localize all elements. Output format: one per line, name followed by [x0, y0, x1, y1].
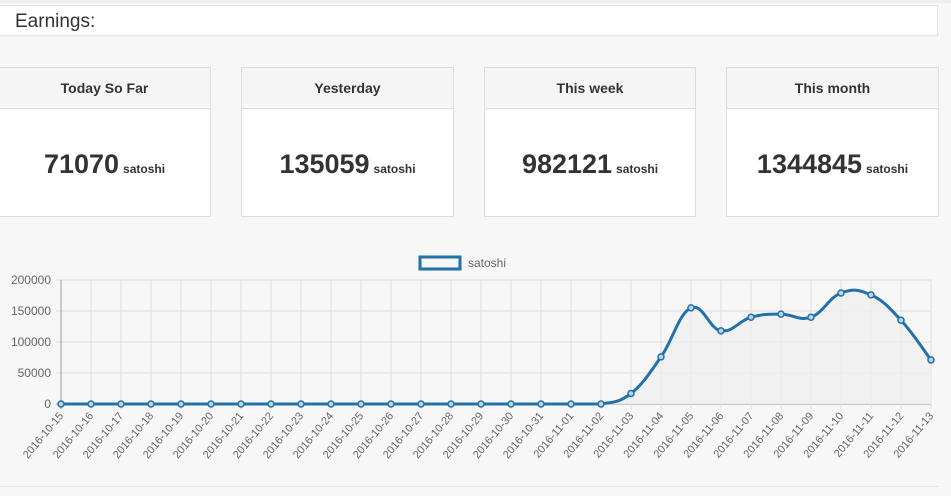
data-point: [567, 400, 575, 408]
data-point: [507, 400, 515, 408]
data-point: [87, 400, 95, 408]
data-point: [657, 353, 665, 361]
bottom-divider: [0, 486, 938, 487]
data-point: [867, 291, 875, 299]
data-point: [777, 310, 785, 318]
series-area: [61, 290, 931, 404]
top-divider: [0, 0, 951, 3]
card-label: Today So Far: [0, 68, 210, 109]
data-point: [927, 356, 935, 364]
card-unit: satoshi: [616, 162, 659, 176]
data-point: [297, 400, 305, 408]
legend-label: satoshi: [468, 256, 506, 270]
data-point: [447, 400, 455, 408]
card-label: This month: [727, 68, 938, 109]
y-tick-label: 100000: [11, 335, 51, 349]
card-yesterday: Yesterday 135059 satoshi: [241, 67, 454, 217]
earnings-header: Earnings:: [0, 5, 938, 36]
data-point: [177, 400, 185, 408]
card-value: 71070: [43, 149, 120, 179]
data-point: [387, 400, 395, 408]
earnings-chart: 0500001000001500002000002016-10-152016-1…: [11, 255, 936, 461]
data-point: [147, 400, 155, 408]
data-point: [237, 400, 245, 408]
data-point: [117, 400, 125, 408]
data-point: [537, 400, 545, 408]
card-value: 982121: [521, 149, 613, 179]
y-tick-label: 150000: [11, 304, 51, 318]
data-point: [597, 400, 605, 408]
card-unit: satoshi: [123, 162, 166, 176]
data-point: [357, 400, 365, 408]
card-unit: satoshi: [866, 162, 909, 176]
card-value: 1344845: [756, 149, 863, 179]
card-this-week: This week 982121 satoshi: [484, 67, 696, 217]
data-point: [747, 313, 755, 321]
card-label: This week: [485, 68, 695, 109]
y-tick-label: 200000: [11, 273, 51, 287]
card-unit: satoshi: [373, 162, 416, 176]
data-point: [807, 313, 815, 321]
data-point: [327, 400, 335, 408]
y-tick-label: 0: [44, 397, 51, 411]
card-value: 135059: [279, 149, 370, 179]
data-point: [207, 400, 215, 408]
data-point: [717, 327, 725, 335]
data-point: [627, 389, 635, 398]
data-point: [837, 289, 845, 297]
card-today: Today So Far 71070 satoshi: [0, 67, 211, 217]
data-point: [897, 316, 905, 325]
data-point: [57, 400, 65, 408]
legend-swatch: [418, 255, 462, 271]
card-this-month: This month 1344845 satoshi: [726, 67, 939, 217]
card-label: Yesterday: [242, 68, 453, 109]
data-point: [267, 400, 275, 408]
data-point: [687, 304, 695, 312]
data-point: [477, 400, 485, 408]
page-title: Earnings:: [15, 11, 96, 32]
y-tick-label: 50000: [18, 366, 52, 380]
data-point: [417, 400, 425, 408]
